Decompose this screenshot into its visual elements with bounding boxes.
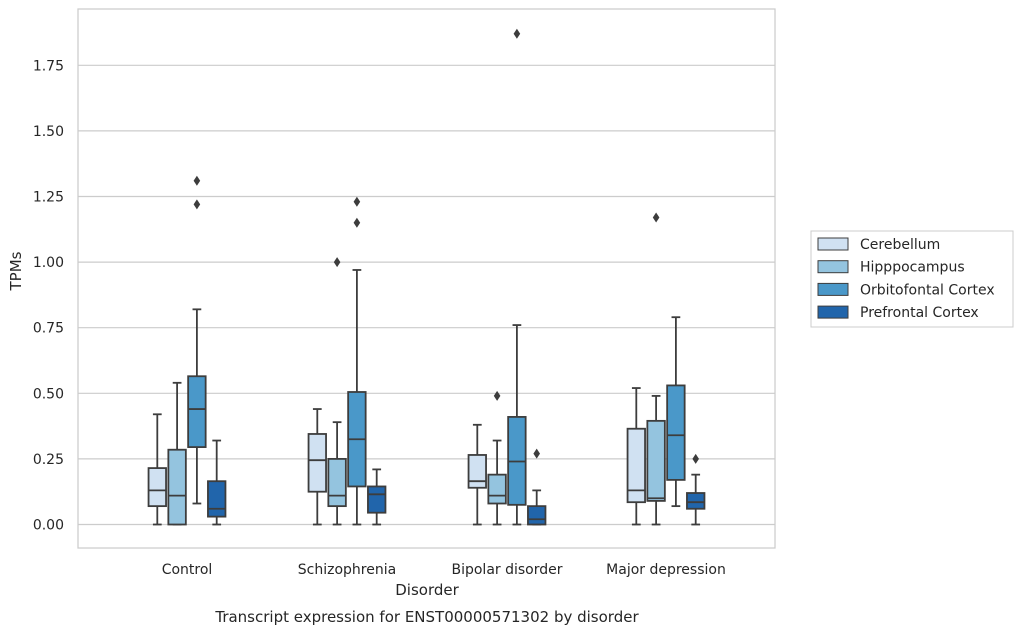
outlier-marker: [533, 448, 540, 459]
legend-swatch: [817, 282, 849, 296]
box: [487, 390, 507, 526]
box-body: [467, 454, 487, 489]
box: [307, 408, 327, 526]
outlier-marker: [513, 28, 521, 39]
box: [686, 453, 706, 526]
outlier-marker: [353, 217, 361, 228]
legend-label: Prefrontal Cortex: [860, 305, 979, 321]
x-axis-title: Disorder: [395, 581, 459, 599]
x-tick-label: Bipolar disorder: [451, 562, 562, 578]
x-tick-labels: Control Schizophrenia Bipolar disorder Majo…: [162, 562, 726, 578]
box-body: [626, 427, 646, 504]
legend-label: Cerebellum: [860, 237, 940, 253]
y-axis-title: TPMs: [7, 251, 25, 291]
box: [507, 28, 527, 526]
legend-swatch: [817, 305, 849, 319]
y-tick-label: 0.00: [33, 518, 64, 534]
y-tick-label: 1.25: [33, 190, 64, 206]
chart-caption: Transcript expression for ENST0000057130…: [214, 608, 639, 626]
outlier-marker: [353, 196, 361, 207]
box-body: [487, 473, 507, 505]
legend-swatch: [817, 260, 849, 274]
box-body: [147, 467, 167, 508]
y-tick-labels: 0.00 0.25 0.50 0.75 1.00 1.25 1.50 1.75: [33, 58, 64, 533]
y-tick-label: 1.75: [33, 58, 64, 74]
y-tick-label: 0.50: [33, 386, 64, 402]
box: [646, 212, 666, 526]
y-tick-label: 1.00: [33, 255, 64, 271]
box: [527, 448, 547, 526]
box-body: [327, 457, 347, 508]
box-layer: [147, 28, 706, 526]
legend-label: Hipppocampus: [860, 260, 965, 276]
y-tick-label: 0.75: [33, 321, 64, 337]
outlier-marker: [333, 257, 341, 268]
x-tick-label: Schizophrenia: [298, 562, 396, 578]
box-body: [527, 505, 547, 526]
x-tick-label: Major depression: [606, 562, 726, 578]
x-tick-label: Control: [162, 562, 213, 578]
box-body: [646, 419, 666, 502]
legend: Cerebellum Hipppocampus Orbitofontal Corte…: [810, 230, 1014, 328]
box-body: [666, 384, 686, 481]
box-body: [307, 433, 327, 493]
box: [626, 387, 646, 526]
legend-items: Cerebellum Hipppocampus Orbitofontal Corte…: [817, 237, 995, 321]
plot-area-frame: [77, 8, 776, 549]
box: [367, 468, 387, 526]
box: [347, 196, 367, 526]
outlier-marker: [692, 453, 699, 464]
box: [327, 257, 347, 526]
box: [666, 316, 686, 508]
box: [207, 439, 227, 526]
outlier-marker: [193, 175, 201, 186]
legend-swatch: [817, 237, 849, 251]
outlier-marker: [652, 212, 660, 223]
box-body: [187, 375, 207, 448]
y-tick-label: 0.25: [33, 452, 64, 468]
legend-label: Orbitofontal Cortex: [860, 282, 995, 298]
box: [187, 175, 207, 505]
box: [467, 423, 487, 526]
box: [167, 381, 187, 526]
box-body: [367, 485, 387, 514]
box-body: [686, 492, 706, 510]
box: [147, 413, 167, 526]
box-body: [207, 480, 227, 518]
outlier-marker: [493, 390, 501, 401]
y-tick-label: 1.50: [33, 124, 64, 140]
outlier-marker: [193, 199, 201, 210]
box-body: [167, 448, 187, 526]
